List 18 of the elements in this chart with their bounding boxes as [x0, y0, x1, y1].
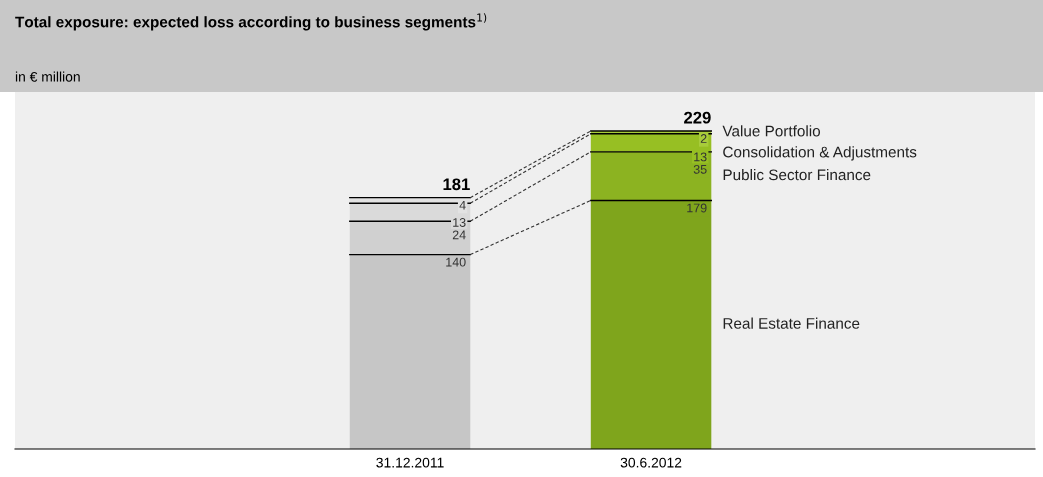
data-label: 4: [459, 200, 466, 210]
x-tick-label: 31.12.2011: [376, 457, 444, 468]
chart-title: Total exposure: expected loss according to business segments$^{1)}$: [15, 13, 487, 31]
x-tick-label: 30.6.2012: [620, 457, 682, 468]
total-label: 181: [443, 178, 470, 191]
data-label: 13: [694, 152, 707, 162]
text: in € million: [15, 71, 80, 82]
total-label: 229: [684, 111, 711, 124]
legend-label: Value Portfolio: [722, 125, 821, 137]
legend-label: Public Sector Finance: [723, 169, 871, 181]
data-label: 179: [687, 203, 707, 213]
legend-label: Consolidation & Adjustments: [723, 146, 917, 161]
data-label: 35: [693, 164, 707, 174]
data-label: 140: [446, 257, 466, 267]
data-label: 13: [453, 218, 466, 227]
series-label: Real Estate Finance: [723, 317, 860, 329]
data-label: 2: [700, 134, 707, 143]
data-label: 24: [452, 230, 466, 240]
